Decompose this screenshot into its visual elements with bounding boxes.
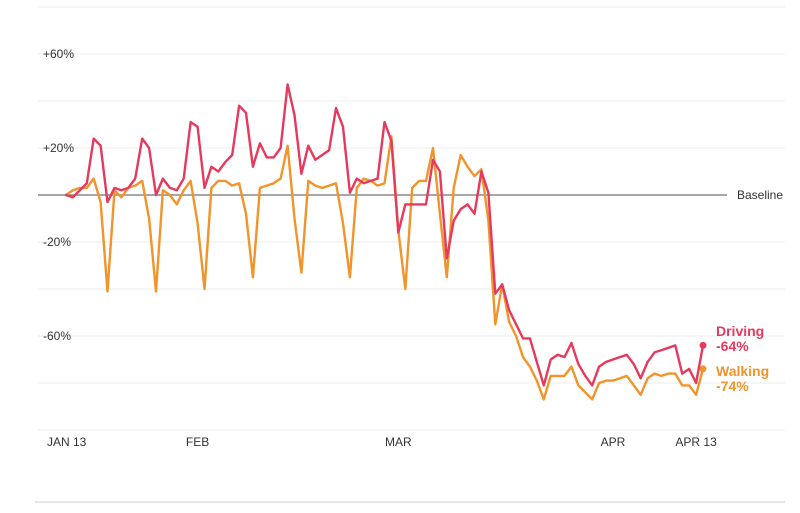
end-label-driving: Driving xyxy=(716,323,764,339)
y-tick-label: -20% xyxy=(43,235,71,249)
x-tick-label: MAR xyxy=(385,435,412,449)
series-lines xyxy=(64,83,707,401)
end-value-walking: -74% xyxy=(716,378,749,394)
end-value-driving: -64% xyxy=(716,338,749,354)
series-line-driving xyxy=(64,83,705,387)
x-tick-label: APR 13 xyxy=(675,435,717,449)
series-line-walking xyxy=(64,135,705,401)
baseline-layer: Baseline xyxy=(38,188,783,202)
end-labels: Driving-64% Walking-74% xyxy=(716,323,769,394)
x-axis-tick-labels: JAN 13 FEB MAR APR APR 13 xyxy=(47,435,717,449)
end-label-walking: Walking xyxy=(716,363,769,379)
x-tick-label: FEB xyxy=(186,435,209,449)
x-tick-label: JAN 13 xyxy=(47,435,87,449)
y-tick-label: +60% xyxy=(43,47,74,61)
y-tick-label: +20% xyxy=(43,141,74,155)
series-endpoint-driving xyxy=(699,341,707,349)
x-tick-label: APR xyxy=(601,435,626,449)
y-axis-tick-labels: +60% +20% -20% -60% xyxy=(43,47,74,343)
series-endpoint-walking xyxy=(699,365,707,373)
gridlines xyxy=(38,6,785,431)
y-tick-label: -60% xyxy=(43,329,71,343)
baseline-label: Baseline xyxy=(737,188,783,202)
